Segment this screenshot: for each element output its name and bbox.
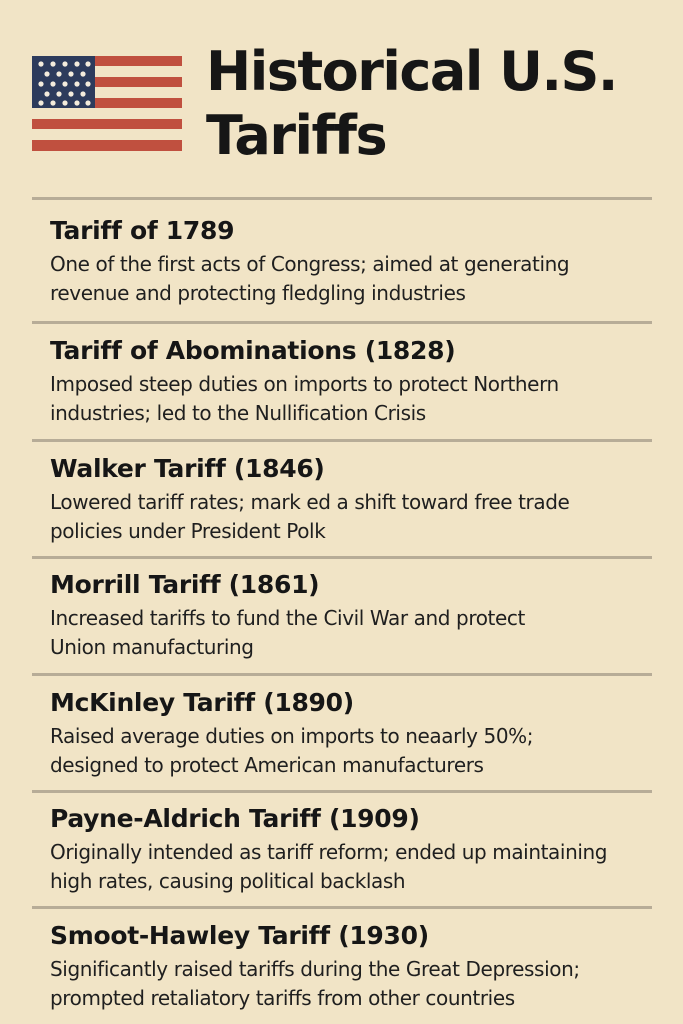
tariff-description: One of the first acts of Congress; aimed… (50, 250, 670, 308)
tariff-entry-1846: Walker Tariff (1846) Lowered tariff rate… (50, 454, 670, 546)
divider (32, 906, 652, 909)
tariff-title: Walker Tariff (1846) (50, 454, 325, 483)
tariff-description: Significantly raised tariffs during the … (50, 955, 670, 1013)
tariff-title: McKinley Tariff (1890) (50, 688, 354, 717)
tariff-entry-1890: McKinley Tariff (1890) Raised average du… (50, 688, 670, 780)
tariff-description-line-2: industries; led to the Nullification Cri… (50, 401, 426, 425)
tariff-description-line-2: high rates, causing political backlash (50, 869, 406, 893)
tariff-description-line-1: Lowered tariff rates; mark ed a shift to… (50, 490, 570, 514)
tariff-description-line-1: Raised average duties on imports to neaa… (50, 724, 534, 748)
tariff-title: Morrill Tariff (1861) (50, 570, 320, 599)
tariff-description-line-2: Union manufacturing (50, 635, 254, 659)
page-title-line-2: Tariffs (206, 104, 388, 167)
tariff-description-line-2: prompted retaliatory tariffs from other … (50, 986, 515, 1010)
tariff-description-line-1: Increased tariffs to fund the Civil War … (50, 606, 525, 630)
us-flag-icon (32, 56, 182, 151)
tariff-description-line-1: Significantly raised tariffs during the … (50, 957, 580, 981)
tariff-entry-1909: Payne-Aldrich Tariff (1909) Originally i… (50, 804, 670, 896)
tariff-entry-1789: Tariff of 1789 One of the first acts of … (50, 216, 670, 308)
tariff-description: Imposed steep duties on imports to prote… (50, 370, 670, 428)
divider (32, 790, 652, 793)
tariff-description-line-1: Imposed steep duties on imports to prote… (50, 372, 559, 396)
tariff-title: Payne-Aldrich Tariff (1909) (50, 804, 420, 833)
tariff-description-line-2: policies under President Polk (50, 519, 326, 543)
divider (32, 673, 652, 676)
tariff-title: Tariff of Abominations (1828) (50, 336, 456, 365)
divider (32, 556, 652, 559)
page-title: Historical U.S. Tariffs (206, 40, 676, 168)
tariff-title: Tariff of 1789 (50, 216, 235, 245)
tariff-entry-1930: Smoot-Hawley Tariff (1930) Significantly… (50, 921, 670, 1013)
divider (32, 439, 652, 442)
tariff-entry-1828: Tariff of Abominations (1828) Imposed st… (50, 336, 670, 428)
tariff-description-line-1: One of the first acts of Congress; aimed… (50, 252, 570, 276)
tariff-title: Smoot-Hawley Tariff (1930) (50, 921, 429, 950)
tariff-description-line-1: Originally intended as tariff reform; en… (50, 840, 608, 864)
tariff-entry-1861: Morrill Tariff (1861) Increased tariffs … (50, 570, 670, 662)
tariff-description: Raised average duties on imports to neaa… (50, 722, 670, 780)
divider (32, 197, 652, 200)
page-title-line-1: Historical U.S. (206, 40, 618, 103)
tariff-description-line-2: revenue and protecting fledgling industr… (50, 281, 466, 305)
tariff-description-line-2: designed to protect American manufacture… (50, 753, 484, 777)
tariff-description: Increased tariffs to fund the Civil War … (50, 604, 670, 662)
tariff-description: Originally intended as tariff reform; en… (50, 838, 670, 896)
divider (32, 321, 652, 324)
tariff-description: Lowered tariff rates; mark ed a shift to… (50, 488, 670, 546)
header: Historical U.S. Tariffs (0, 0, 683, 200)
